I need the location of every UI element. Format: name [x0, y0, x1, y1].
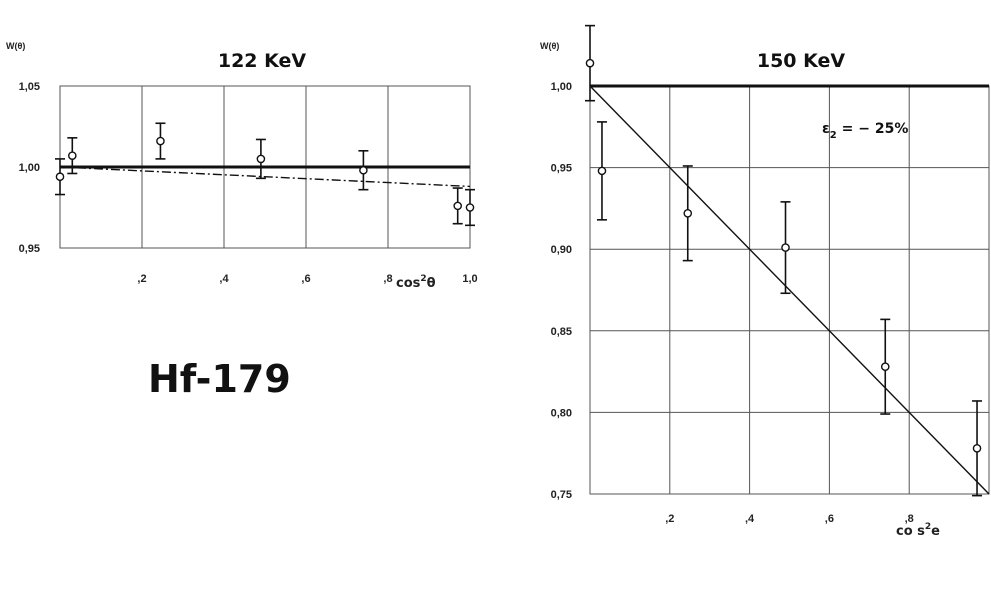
x-tick-label: 1,0 — [462, 273, 477, 285]
x-axis-label: cos2θ — [396, 274, 436, 291]
x-axis-label: co s2e — [896, 522, 940, 539]
y-tick-label: 1,00 — [19, 162, 40, 174]
epsilon-annotation: ε2 = − 25% — [822, 121, 908, 141]
x-tick-label: ,2 — [137, 273, 146, 285]
data-point — [156, 136, 165, 146]
x-tick-label: ,8 — [905, 513, 914, 525]
fit-line — [589, 85, 990, 495]
chart-title: 122 KeV — [218, 50, 307, 72]
y-tick-label: 0,85 — [551, 326, 572, 338]
y-tick-label: 0,80 — [551, 407, 572, 419]
y-tick-label: 0,90 — [551, 244, 572, 256]
x-tick-label: ,2 — [665, 513, 674, 525]
data-point — [683, 208, 693, 218]
figure-label: Hf-179 — [148, 357, 291, 401]
x-tick-label: ,4 — [745, 513, 755, 525]
chart-122kev: 122 KeV W(θ) cos2θ ,2 ,4 ,6 ,8 1,0 0,95 1,00 1,… — [6, 41, 478, 291]
y-tick-label: 0,95 — [551, 163, 572, 175]
y-axis-label: W(θ) — [6, 41, 25, 51]
data-point — [597, 166, 607, 176]
chart-150kev: 150 KeV W(θ) co s2e ε2 = − 25% ,2 ,4 ,6 ,8 0… — [540, 24, 990, 539]
data-point — [256, 154, 266, 164]
data-point — [972, 444, 982, 453]
y-tick-label: 1,00 — [551, 81, 572, 93]
data-point — [465, 203, 475, 212]
chart-title: 150 KeV — [757, 50, 846, 72]
data-point — [781, 243, 790, 252]
x-tick-label: ,8 — [383, 273, 392, 285]
x-tick-label: ,6 — [825, 513, 834, 525]
y-tick-label: 0,75 — [551, 489, 572, 501]
y-tick-label: 0,95 — [19, 243, 40, 255]
data-point — [359, 165, 368, 175]
data-point — [585, 58, 595, 68]
x-tick-label: ,6 — [301, 273, 310, 285]
data-point — [453, 201, 463, 211]
fit-line — [59, 166, 471, 188]
x-tick-label: ,4 — [219, 273, 229, 285]
y-tick-label: 1,05 — [19, 81, 40, 93]
data-point — [55, 172, 65, 182]
data-point — [880, 362, 890, 372]
data-point — [68, 151, 77, 160]
y-axis-label: W(θ) — [540, 41, 559, 51]
